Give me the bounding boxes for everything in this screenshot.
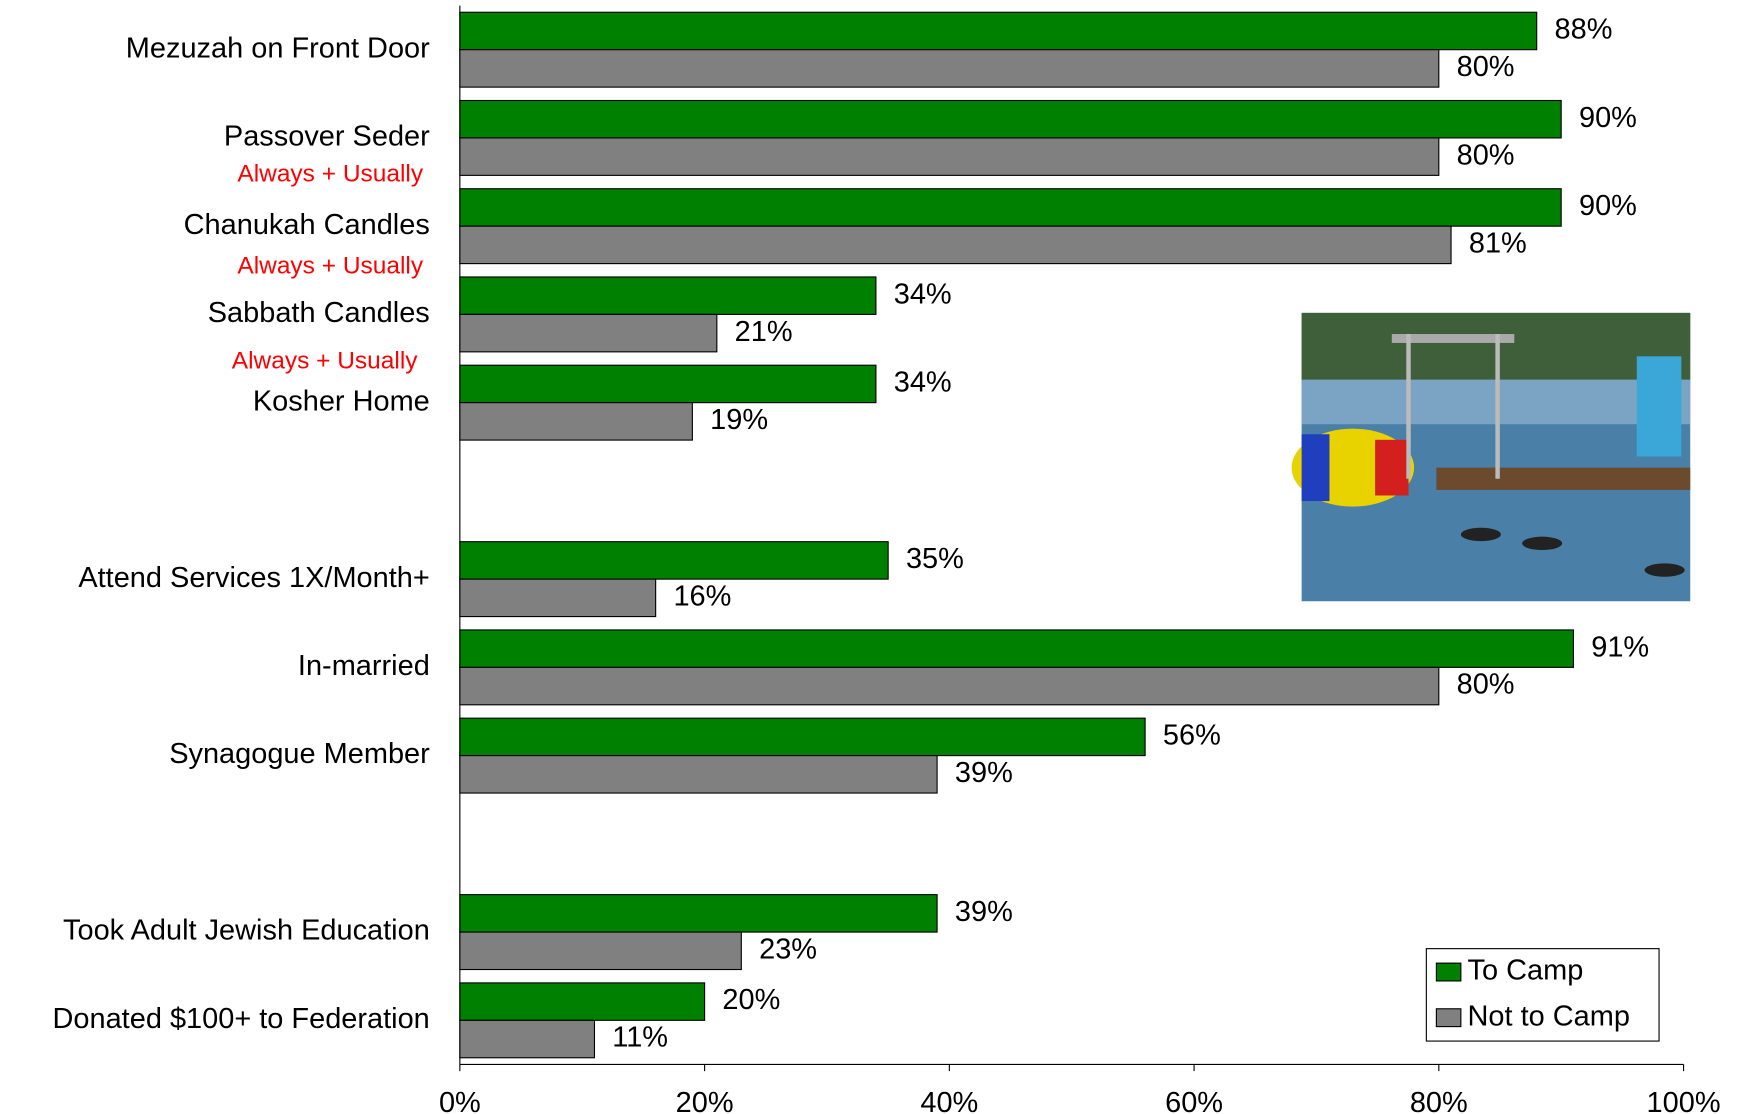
bar <box>459 276 877 315</box>
x-tick-label: 100% <box>1647 1087 1721 1114</box>
x-tick-label: 80% <box>1410 1087 1468 1114</box>
bar <box>459 313 718 353</box>
photo <box>1291 312 1691 602</box>
value-label: 19% <box>710 404 768 436</box>
legend-swatch <box>1435 962 1462 982</box>
value-label: 88% <box>1555 14 1613 46</box>
value-label: 35% <box>906 543 964 575</box>
x-tick-label: 40% <box>920 1087 978 1114</box>
category-label: Donated $100+ to Federation <box>53 1003 430 1035</box>
annotation: Always + Usually <box>237 160 423 187</box>
value-label: 21% <box>735 316 793 348</box>
value-label: 23% <box>759 933 817 965</box>
annotation: Always + Usually <box>237 253 423 280</box>
bar <box>459 11 1538 51</box>
value-label: 11% <box>612 1022 668 1054</box>
bar <box>459 1019 596 1059</box>
value-label: 39% <box>955 896 1013 928</box>
bar <box>459 137 1440 176</box>
value-label: 91% <box>1591 631 1649 663</box>
bar <box>459 717 1146 757</box>
annotation: Always + Usually <box>232 347 418 374</box>
bar <box>459 364 877 404</box>
value-label: 39% <box>955 757 1013 789</box>
value-label: 20% <box>722 984 780 1016</box>
value-label: 81% <box>1469 228 1527 260</box>
legend-label: To Camp <box>1468 955 1584 987</box>
bar <box>459 188 1562 227</box>
value-label: 34% <box>894 367 952 399</box>
x-tick-label: 60% <box>1165 1087 1223 1114</box>
bar <box>459 982 706 1021</box>
value-label: 90% <box>1579 102 1637 134</box>
value-label: 80% <box>1457 139 1515 171</box>
value-label: 80% <box>1457 669 1515 701</box>
category-label: Took Adult Jewish Education <box>63 915 430 947</box>
x-tick-label: 0% <box>439 1087 481 1114</box>
value-label: 80% <box>1457 51 1515 83</box>
legend-label: Not to Camp <box>1468 1000 1630 1032</box>
bar <box>459 49 1440 88</box>
category-label: Attend Services 1X/Month+ <box>78 562 429 594</box>
category-label: Sabbath Candles <box>208 297 430 329</box>
bar <box>459 578 657 618</box>
bar <box>459 225 1452 265</box>
bar <box>459 541 889 580</box>
bar <box>459 629 1574 668</box>
x-tick-label: 20% <box>676 1087 734 1114</box>
value-label: 34% <box>894 278 952 310</box>
bar <box>459 666 1440 706</box>
bar <box>459 99 1562 139</box>
value-label: 56% <box>1163 720 1221 752</box>
legend-swatch <box>1435 1008 1462 1028</box>
bar <box>459 755 938 794</box>
category-label: Synagogue Member <box>169 738 430 770</box>
value-label: 90% <box>1579 190 1637 222</box>
category-label: Chanukah Candles <box>184 209 430 241</box>
bar <box>459 894 938 933</box>
value-label: 16% <box>673 580 731 612</box>
category-label: Kosher Home <box>253 385 430 417</box>
category-label: Passover Seder <box>224 121 430 153</box>
category-label: Mezuzah on Front Door <box>126 32 430 64</box>
category-label: In-married <box>298 650 430 682</box>
legend-box <box>1425 948 1660 1042</box>
bar <box>459 931 742 971</box>
bar <box>459 402 693 441</box>
